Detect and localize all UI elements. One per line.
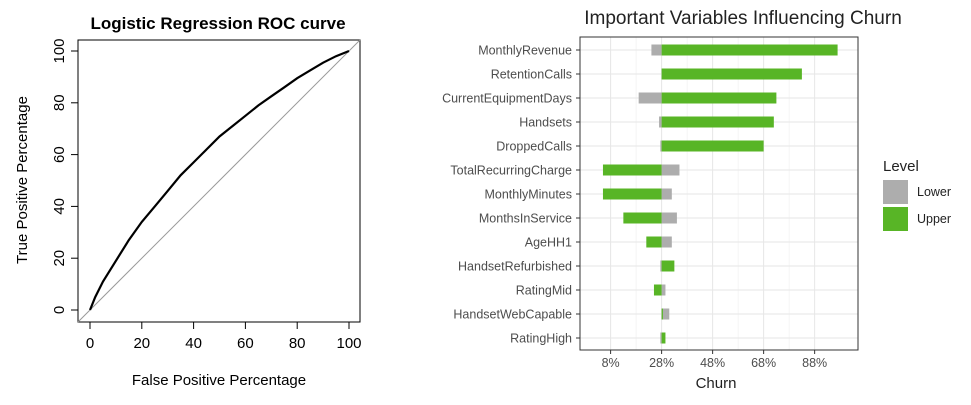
vip-bar-upper (661, 260, 675, 272)
legend-key-lower (883, 180, 908, 204)
roc-chart-svg: Logistic Regression ROC curve False Posi… (14, 14, 362, 389)
vip-category-label: RatingMid (516, 284, 572, 298)
roc-x-tick-label: 80 (289, 335, 306, 352)
vip-bar-upper (602, 164, 662, 176)
vip-x-tick-label: 68% (751, 356, 776, 370)
vip-category-label: RatingHigh (510, 332, 572, 346)
vip-bar-lower (659, 116, 662, 128)
legend-key-upper (883, 207, 908, 231)
vip-x-tick-label: 48% (700, 356, 725, 370)
roc-x-tick-label: 0 (86, 335, 94, 352)
vip-category-label: AgeHH1 (525, 236, 572, 250)
vip-category-label: DroppedCalls (496, 140, 572, 154)
vip-plot-border (579, 36, 859, 351)
vip-bar-upper (661, 68, 802, 80)
vip-bar-lower (661, 284, 666, 296)
variable-importance-chart-svg: Important Variables Influencing Churn Ch… (442, 8, 951, 392)
vip-bar-upper (661, 116, 774, 128)
vip-bar-upper (646, 236, 662, 248)
vip-bar-upper (661, 308, 663, 320)
roc-y-axis-label: True Positive Percentage (14, 96, 31, 264)
roc-y-tick-label: 0 (51, 306, 68, 314)
vip-bar-upper (661, 44, 838, 56)
vip-category-label: HandsetWebCapable (453, 308, 572, 322)
vip-bar-lower (660, 332, 662, 344)
vip-category-label: MonthlyRevenue (478, 44, 572, 58)
vip-bar-lower (661, 164, 680, 176)
legend-title: Level (883, 158, 919, 175)
vip-category-label: MonthsInService (479, 212, 572, 226)
vip-bar-lower (638, 92, 662, 104)
roc-y-tick-label: 40 (51, 198, 68, 215)
roc-y-tick-label: 60 (51, 146, 68, 163)
roc-diagonal-line (77, 39, 361, 323)
legend-label-upper: Upper (917, 212, 951, 226)
vip-bar-lower (660, 140, 662, 152)
vip-bar-upper (623, 212, 662, 224)
vip-bar-lower (661, 236, 672, 248)
roc-y-tick-label: 80 (51, 94, 68, 111)
vip-x-tick-label: 88% (802, 356, 827, 370)
vip-chart-title: Important Variables Influencing Churn (584, 8, 902, 29)
legend-label-lower: Lower (917, 185, 951, 199)
vip-bar-upper (661, 140, 764, 152)
roc-chart: Logistic Regression ROC curve False Posi… (0, 0, 370, 400)
vip-bar-lower (660, 260, 662, 272)
vip-bar-lower (661, 212, 677, 224)
variable-importance-chart: Important Variables Influencing Churn Ch… (370, 0, 971, 400)
roc-y-tick-label: 20 (51, 250, 68, 267)
roc-x-tick-label: 40 (185, 335, 202, 352)
vip-category-label: Handsets (519, 116, 572, 130)
vip-category-label: CurrentEquipmentDays (442, 92, 572, 106)
vip-bar-upper (661, 92, 777, 104)
roc-x-axis-label: False Positive Percentage (132, 372, 306, 389)
vip-category-label: MonthlyMinutes (484, 188, 572, 202)
roc-y-tick-label: 100 (51, 38, 68, 63)
vip-category-label: HandsetRefurbished (458, 260, 572, 274)
vip-bar-lower (661, 188, 672, 200)
vip-bar-lower (661, 308, 670, 320)
vip-x-axis-label: Churn (696, 375, 737, 392)
roc-x-tick-label: 60 (237, 335, 254, 352)
vip-category-label: TotalRecurringCharge (450, 164, 572, 178)
vip-x-tick-label: 8% (602, 356, 620, 370)
roc-curve-line (88, 49, 350, 311)
vip-x-tick-label: 28% (649, 356, 674, 370)
vip-bar-upper (653, 284, 662, 296)
vip-bar-upper (661, 332, 666, 344)
roc-x-tick-label: 20 (133, 335, 150, 352)
roc-chart-title: Logistic Regression ROC curve (90, 14, 345, 33)
vip-category-label: RetentionCalls (491, 68, 572, 82)
vip-bar-lower (651, 44, 662, 56)
roc-x-tick-label: 100 (336, 335, 361, 352)
vip-bar-upper (602, 188, 662, 200)
